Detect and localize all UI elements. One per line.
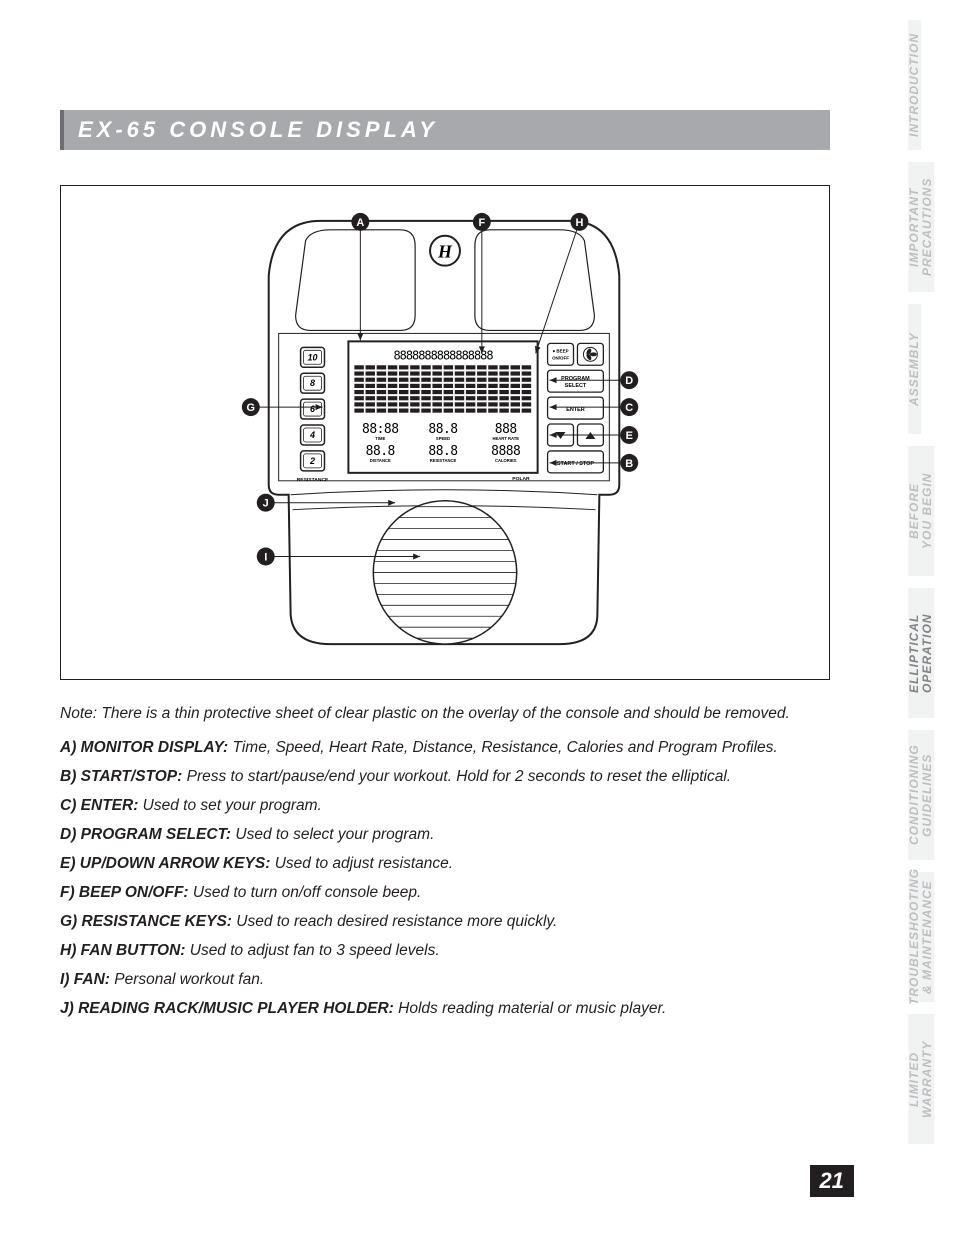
- svg-text:D: D: [625, 375, 633, 387]
- svg-text:G: G: [247, 402, 256, 414]
- svg-text:88.8: 88.8: [428, 444, 457, 459]
- svg-text:ON/OFF: ON/OFF: [552, 355, 569, 360]
- svg-text:88.8: 88.8: [428, 422, 457, 437]
- svg-text:SPEED: SPEED: [436, 436, 450, 441]
- section-tab: INTRODUCTION: [908, 20, 921, 150]
- svg-text:8888: 8888: [491, 444, 520, 459]
- console-figure: H 8888888888888888 88:88TIME88.8SPEED888…: [60, 185, 830, 680]
- description-item: H) FAN BUTTON: Used to adjust fan to 3 s…: [60, 939, 830, 963]
- svg-text:CALORIES: CALORIES: [495, 458, 517, 463]
- svg-text:8: 8: [310, 378, 315, 388]
- svg-text:F: F: [479, 217, 486, 229]
- svg-text:I: I: [264, 551, 267, 563]
- description-item: B) START/STOP: Press to start/pause/end …: [60, 765, 830, 789]
- svg-text:A: A: [356, 217, 364, 229]
- description-item: A) MONITOR DISPLAY: Time, Speed, Heart R…: [60, 736, 830, 760]
- svg-text:SELECT: SELECT: [565, 383, 587, 389]
- svg-text:2: 2: [309, 456, 315, 466]
- svg-text:888: 888: [495, 422, 517, 437]
- fan: [373, 501, 516, 644]
- side-tabs: INTRODUCTION IMPORTANT PRECAUTIONS ASSEMBL…: [908, 20, 948, 1156]
- svg-text:10: 10: [308, 352, 318, 362]
- page-title: EX-65 CONSOLE DISPLAY: [60, 110, 830, 150]
- svg-text:4: 4: [309, 430, 315, 440]
- description-block: Note: There is a thin protective sheet o…: [60, 702, 830, 1021]
- svg-text:88.8: 88.8: [366, 444, 395, 459]
- svg-text:● BEEP: ● BEEP: [552, 348, 568, 353]
- svg-text:PROGRAM: PROGRAM: [561, 376, 590, 382]
- svg-text:START / STOP: START / STOP: [557, 461, 595, 467]
- description-item: F) BEEP ON/OFF: Used to turn on/off cons…: [60, 881, 830, 905]
- section-tab: IMPORTANT PRECAUTIONS: [908, 162, 934, 292]
- svg-text:B: B: [625, 458, 633, 470]
- description-item: J) READING RACK/MUSIC PLAYER HOLDER: Hol…: [60, 997, 830, 1021]
- description-item: I) FAN: Personal workout fan.: [60, 968, 830, 992]
- section-tab: LIMITED WARRANTY: [908, 1014, 934, 1144]
- svg-text:H: H: [576, 217, 584, 229]
- svg-text:88:88: 88:88: [362, 422, 398, 437]
- console-body: H 8888888888888888 88:88TIME88.8SPEED888…: [269, 221, 620, 644]
- svg-text:E: E: [626, 430, 633, 442]
- svg-text:RESISTANCE: RESISTANCE: [430, 458, 457, 463]
- description-item: G) RESISTANCE KEYS: Used to reach desire…: [60, 910, 830, 934]
- section-tab: TROUBLESHOOTING & MAINTENANCE: [908, 872, 934, 1002]
- svg-text:POLAR: POLAR: [512, 476, 530, 482]
- resistance-keys: 108642: [301, 347, 325, 470]
- svg-text:DISTANCE: DISTANCE: [370, 458, 391, 463]
- description-item: C) ENTER: Used to set your program.: [60, 794, 830, 818]
- svg-text:C: C: [625, 402, 633, 414]
- svg-text:TIME: TIME: [375, 436, 385, 441]
- page-number: 21: [810, 1165, 854, 1197]
- svg-text:RESISTANCE: RESISTANCE: [297, 477, 329, 483]
- description-item: D) PROGRAM SELECT: Used to select your p…: [60, 823, 830, 847]
- svg-text:HEART RATE: HEART RATE: [492, 436, 519, 441]
- note-text: Note: There is a thin protective sheet o…: [60, 702, 830, 726]
- svg-text:J: J: [263, 498, 269, 510]
- description-item: E) UP/DOWN ARROW KEYS: Used to adjust re…: [60, 852, 830, 876]
- svg-text:H: H: [437, 242, 453, 262]
- lcd-display: 8888888888888888 88:88TIME88.8SPEED888HE…: [348, 341, 537, 481]
- section-tab: CONDITIONING GUIDELINES: [908, 730, 934, 860]
- svg-text:ENTER: ENTER: [566, 407, 585, 413]
- section-tab: BEFORE YOU BEGIN: [908, 446, 934, 576]
- section-tab: ASSEMBLY: [908, 304, 921, 434]
- section-tab: ELLIPTICAL OPERATION: [908, 588, 934, 718]
- svg-text:8888888888888888: 8888888888888888: [393, 348, 493, 362]
